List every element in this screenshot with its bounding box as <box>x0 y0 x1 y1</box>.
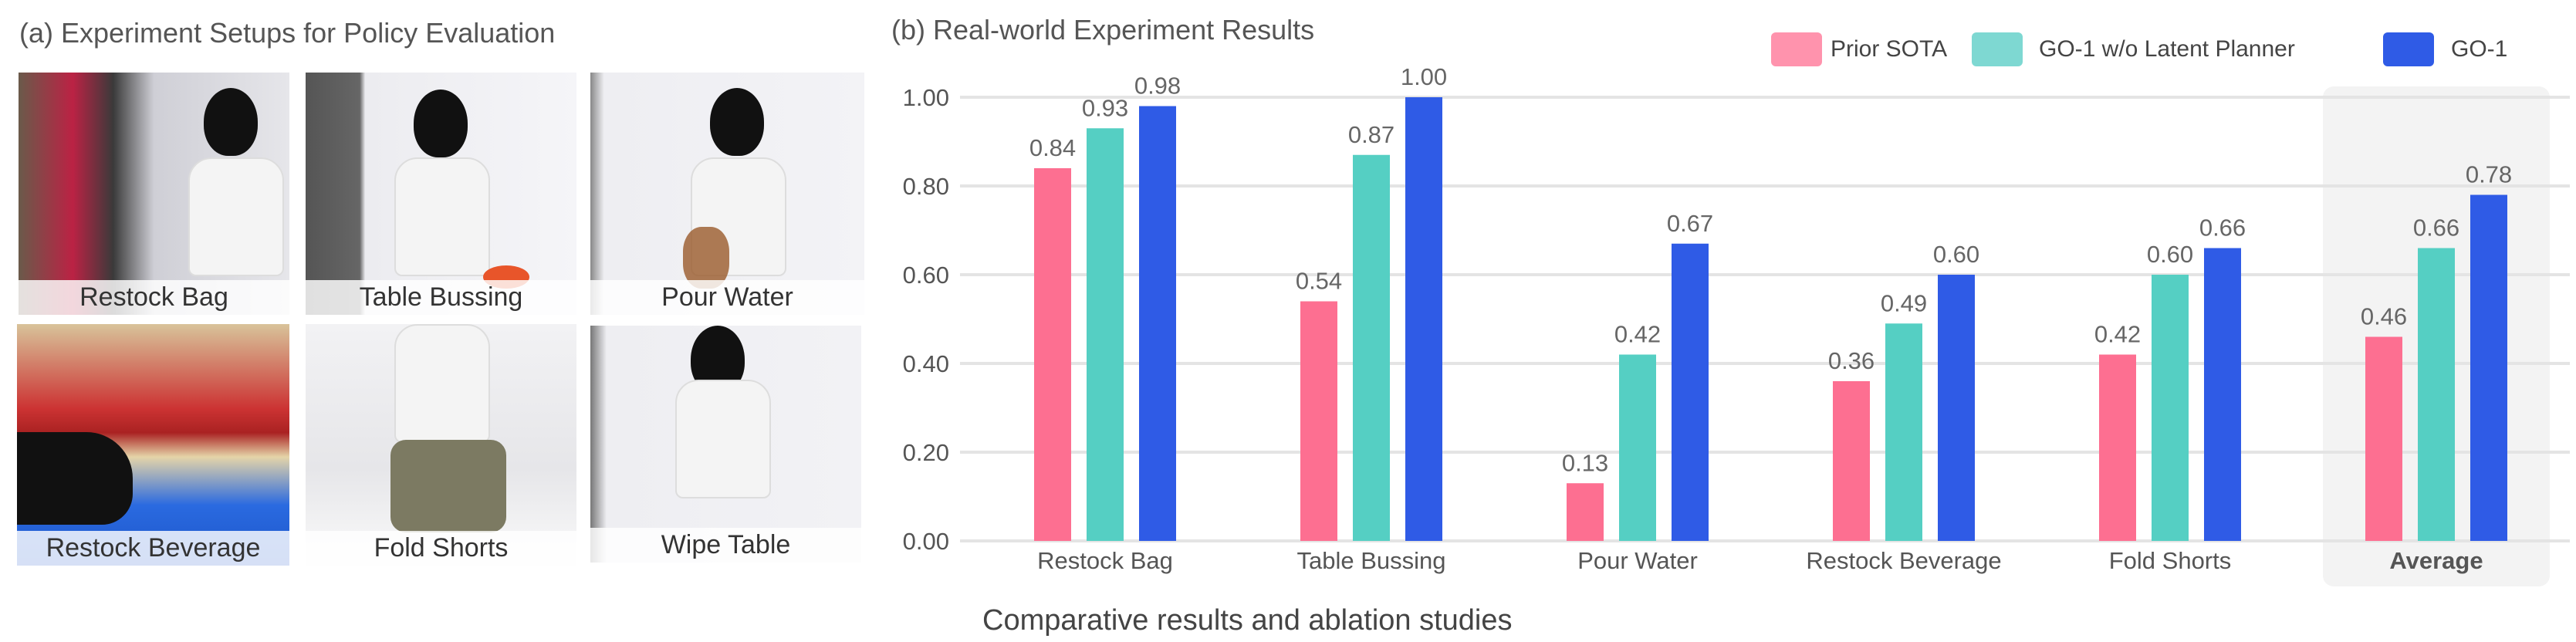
bar <box>1938 275 1975 541</box>
y-tick-label: 0.00 <box>903 528 949 555</box>
legend-swatch-go1 <box>2383 32 2434 66</box>
bar <box>2418 248 2455 541</box>
bar <box>2204 248 2241 541</box>
data-label: 1.00 <box>1401 63 1447 90</box>
y-tick-label: 1.00 <box>903 84 949 111</box>
data-label: 0.60 <box>2147 241 2193 268</box>
data-label: 0.60 <box>1933 241 1979 268</box>
data-label: 0.87 <box>1348 121 1394 148</box>
task-label: Restock Bag <box>79 282 228 312</box>
bar <box>2365 336 2402 541</box>
data-label: 0.42 <box>2094 321 2141 348</box>
panel-b-title: (b) Real-world Experiment Results <box>891 14 1315 46</box>
y-tick-label: 0.60 <box>903 262 949 289</box>
data-label: 0.66 <box>2199 215 2246 242</box>
bar <box>2470 194 2507 541</box>
data-label: 0.93 <box>1082 94 1128 121</box>
bar <box>1300 301 1337 541</box>
data-label: 0.98 <box>1134 73 1181 100</box>
y-tick-label: 0.20 <box>903 439 949 466</box>
photo-wipe-table: Wipe Table <box>590 326 861 563</box>
bar <box>1353 154 1390 541</box>
x-tick-label: Fold Shorts <box>2109 547 2232 574</box>
data-label: 0.66 <box>2413 215 2459 242</box>
data-label: 0.84 <box>1029 134 1076 161</box>
bar <box>1885 323 1922 541</box>
bar <box>1087 128 1124 541</box>
x-tick-label: Table Bussing <box>1296 547 1445 574</box>
photo-restock-beverage: Restock Beverage <box>17 324 289 566</box>
bar <box>1619 354 1656 541</box>
bar <box>1672 243 1709 541</box>
photo-fold-shorts: Fold Shorts <box>306 324 576 566</box>
task-label: Wipe Table <box>661 530 791 559</box>
x-tick-label: Average <box>2389 547 2483 574</box>
task-label: Fold Shorts <box>374 533 509 563</box>
x-tick-label: Restock Beverage <box>1806 547 2001 574</box>
data-label: 0.49 <box>1881 289 1927 316</box>
photo-pour-water: Pour Water <box>590 73 864 315</box>
chart-caption: Comparative results and ablation studies <box>982 604 1513 637</box>
legend-swatch-go1-no-planner <box>1972 32 2023 66</box>
y-tick-label: 0.40 <box>903 350 949 377</box>
data-label: 0.42 <box>1614 321 1661 348</box>
bar <box>1567 483 1604 541</box>
data-label: 0.54 <box>1296 268 1342 295</box>
panel-a-title: (a) Experiment Setups for Policy Evaluat… <box>19 17 556 49</box>
bar <box>2099 354 2136 541</box>
legend-label-prior-sota: Prior SOTA <box>1831 36 1948 62</box>
legend-label-go1: GO-1 <box>2451 36 2508 62</box>
task-label: Table Bussing <box>359 282 523 312</box>
data-label: 0.46 <box>2361 303 2407 330</box>
bar <box>1405 97 1442 541</box>
data-label: 0.13 <box>1562 449 1608 476</box>
data-label: 0.78 <box>2466 161 2512 188</box>
bar <box>1833 381 1870 541</box>
bar <box>1034 168 1071 541</box>
photo-table-bussing: Table Bussing <box>306 73 576 315</box>
photo-restock-bag: Restock Bag <box>19 73 289 315</box>
x-tick-label: Pour Water <box>1577 547 1698 574</box>
data-label: 0.67 <box>1667 210 1713 237</box>
task-label: Restock Beverage <box>46 533 261 563</box>
y-tick-label: 0.80 <box>903 173 949 200</box>
bar <box>1139 106 1176 541</box>
bar <box>2152 275 2189 541</box>
x-tick-label: Restock Bag <box>1037 547 1173 574</box>
data-label: 0.36 <box>1828 347 1875 374</box>
legend-label-go1-no-planner: GO-1 w/o Latent Planner <box>2039 36 2295 62</box>
task-label: Pour Water <box>661 282 793 312</box>
legend-swatch-prior-sota <box>1771 32 1822 66</box>
